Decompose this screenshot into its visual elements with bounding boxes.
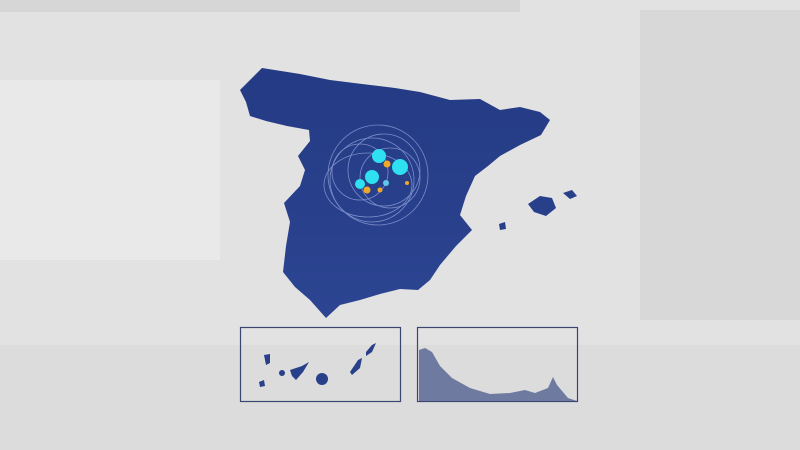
bg-panel-left [0,80,220,260]
bubbles [355,149,409,194]
inset-canary-islands [239,326,402,403]
peninsula-shape [240,68,550,318]
bubble-orange [363,186,371,194]
bubble-orange [383,160,391,168]
bubble-cyan [365,170,379,184]
bubble-cyan [383,180,389,186]
bubble-cyan [355,179,365,189]
canary-islands-shapes [259,343,376,387]
bubble-cyan [392,159,408,175]
mallorca-shape [528,196,556,216]
bubble-cyan [372,149,386,163]
bg-panel-right [640,10,800,320]
bubble-orange [377,187,383,193]
region-rings [323,124,429,226]
north-africa-coast-shape [419,348,577,401]
bg-panel-top [0,0,520,12]
bubble-orange [405,181,409,185]
inset-ceuta-melilla [416,326,579,403]
menorca-shape [563,190,577,199]
ibiza-shape [499,222,506,230]
